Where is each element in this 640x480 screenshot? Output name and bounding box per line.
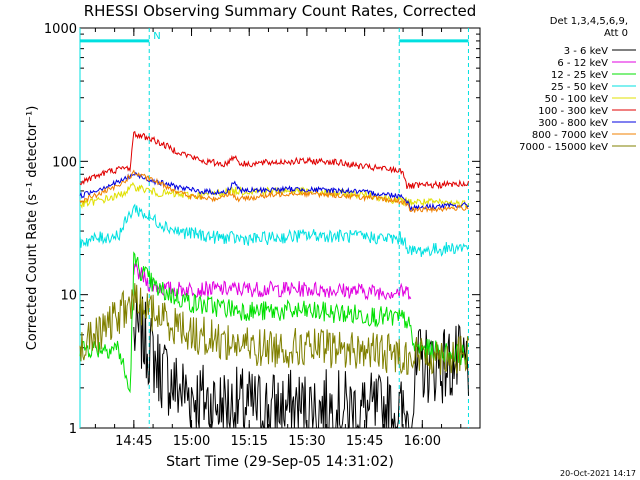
x-tick-label: 15:15: [230, 434, 267, 449]
legend-label: 25 - 50 keV: [551, 82, 608, 93]
series-line: [79, 283, 469, 375]
legend-label: 50 - 100 keV: [545, 94, 609, 105]
legend-label: 12 - 25 keV: [551, 70, 608, 81]
chart-title: RHESSI Observing Summary Count Rates, Co…: [84, 2, 477, 20]
y-axis-label: Corrected Count Rate (s⁻¹ detector⁻¹): [25, 106, 40, 351]
y-tick-label: 100: [52, 155, 77, 170]
legend-label: 300 - 800 keV: [538, 118, 608, 129]
footer-date: 20-Oct-2021 14:17: [560, 469, 636, 478]
y-tick-label: 1: [69, 422, 77, 437]
legend-label: 3 - 6 keV: [564, 46, 608, 57]
legend-header: Att 0: [604, 28, 628, 39]
series-line: [79, 169, 469, 214]
axes: 1 10 100 1000 14:45 15:00 15:15 15:30 15:45 16:00: [44, 22, 481, 449]
legend-label: 100 - 300 keV: [538, 106, 608, 117]
legend-header: Det 1,3,4,5,6,9,: [550, 16, 628, 27]
x-tick-label: 14:45: [115, 434, 152, 449]
y-tick-label: 10: [60, 289, 77, 304]
legend-label: 800 - 7000 keV: [532, 130, 608, 141]
series-line: [79, 251, 469, 394]
legend-label: 6 - 12 keV: [557, 58, 608, 69]
series-line: [133, 263, 412, 301]
series-line: [79, 203, 469, 257]
night-markers: N: [79, 28, 469, 428]
y-tick-label: 1000: [44, 22, 77, 37]
series-line: [79, 130, 469, 190]
series-line: [79, 171, 469, 212]
x-tick-label: 15:30: [288, 434, 325, 449]
night-label: N: [153, 31, 160, 42]
legend-label: 7000 - 15000 keV: [519, 142, 608, 153]
x-tick-label: 15:00: [173, 434, 210, 449]
x-tick-label: 15:45: [346, 434, 383, 449]
x-axis-label: Start Time (29-Sep-05 14:31:02): [166, 454, 394, 470]
x-tick-label: 16:00: [404, 434, 441, 449]
series-lines: [79, 130, 469, 430]
series-line: [133, 295, 469, 430]
